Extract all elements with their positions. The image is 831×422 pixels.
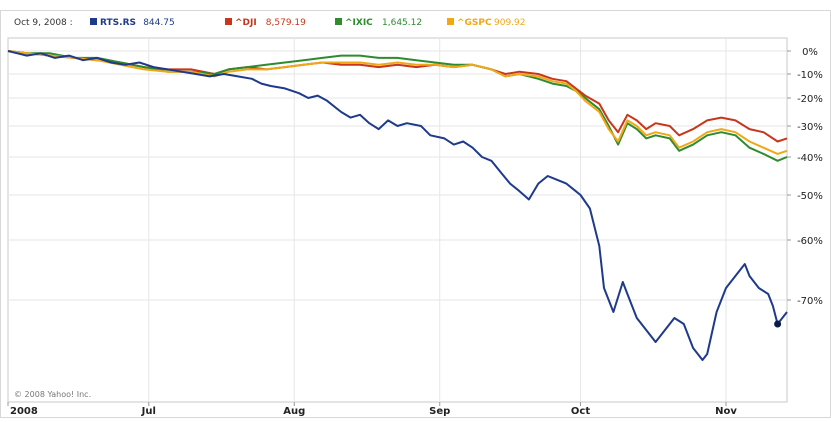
copyright-text: © 2008 Yahoo! Inc. [14, 390, 91, 399]
y-tick-label: -40% [797, 153, 823, 164]
legend-symbol: RTS.RS [100, 18, 136, 28]
x-tick-label: Jul [141, 406, 156, 417]
legend-swatch [225, 18, 232, 25]
y-tick-label: -60% [797, 236, 823, 247]
legend-swatch [90, 18, 97, 25]
axis-layer: 0% -10% -20% -30% -40% -50% -60% -70% 2008 Jul Aug… [7, 47, 823, 417]
y-tick-label: -30% [797, 122, 823, 133]
x-tick-label: Oct [571, 406, 590, 417]
series-line-gspc [7, 50, 788, 155]
legend-value: 8,579.19 [266, 18, 306, 28]
legend-swatch [447, 18, 454, 25]
series-layer [7, 50, 788, 361]
legend-date: Oct 9, 2008 : [14, 18, 73, 28]
x-tick-label: Nov [715, 406, 737, 417]
legend-symbol: ^GSPC [457, 18, 492, 28]
plot-frame [7, 37, 788, 403]
y-tick-label: -50% [797, 191, 823, 202]
series-line-rtsrs [7, 50, 788, 361]
x-tick-label: Aug [283, 406, 305, 417]
legend-value: 844.75 [143, 18, 175, 28]
legend-value: 909.92 [494, 18, 526, 28]
legend: Oct 9, 2008 : RTS.RS 844.75 ^DJI 8,579.19 ^I… [14, 18, 526, 28]
grid-layer [7, 37, 788, 403]
legend-swatch [335, 18, 342, 25]
legend-value: 1,645.12 [382, 18, 422, 28]
y-tick-label: -20% [797, 94, 823, 105]
x-tick-label: Sep [429, 406, 450, 417]
x-tick-label: 2008 [10, 406, 38, 417]
legend-symbol: ^DJI [235, 18, 257, 28]
legend-symbol: ^IXIC [345, 18, 373, 28]
y-tick-label: -10% [797, 70, 823, 81]
y-tick-label: 0% [802, 47, 818, 58]
series-marker-rtsrs [774, 320, 782, 328]
y-tick-label: -70% [797, 296, 823, 307]
